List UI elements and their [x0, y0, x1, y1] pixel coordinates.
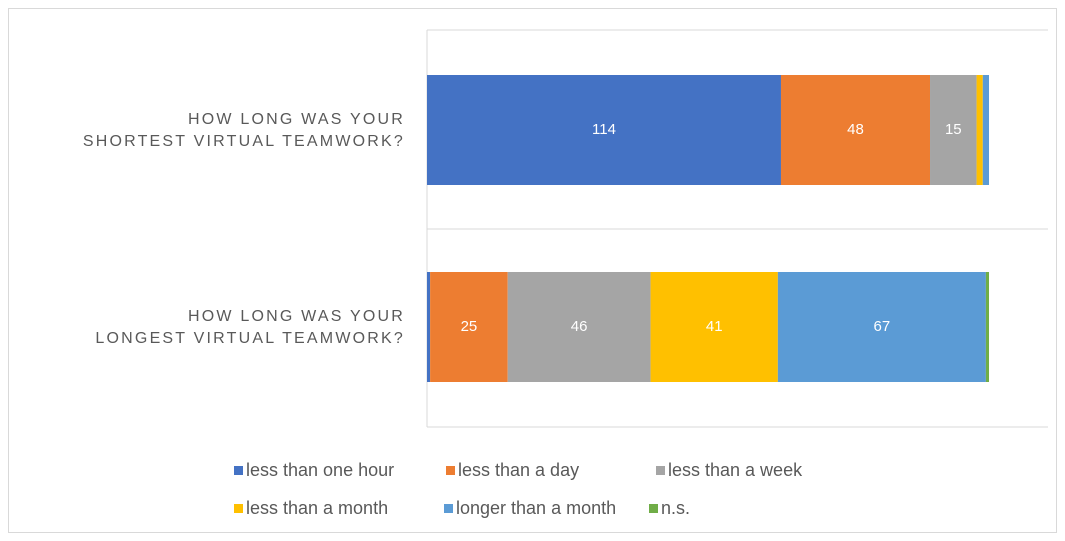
data-label: 46: [571, 318, 588, 335]
legend-label: less than a month: [246, 498, 388, 518]
data-label: 48: [847, 121, 864, 138]
category-label: HOW LONG WAS YOUR: [188, 111, 405, 128]
legend-swatch: [234, 466, 243, 475]
legend-label: less than one hour: [246, 460, 394, 480]
category-label: LONGEST VIRTUAL TEAMWORK?: [95, 330, 405, 347]
data-label: 41: [706, 318, 723, 335]
data-label: 67: [874, 318, 891, 335]
legend-label: less than a week: [668, 460, 803, 480]
legend-swatch: [446, 466, 455, 475]
legend-swatch: [656, 466, 665, 475]
data-label: 114: [592, 121, 616, 138]
category-label: HOW LONG WAS YOUR: [188, 308, 405, 325]
bar-segment: [985, 272, 990, 382]
legend-label: n.s.: [661, 498, 690, 518]
legend-swatch: [649, 504, 658, 513]
legend-label: less than a day: [458, 460, 579, 480]
bar-segment: [780, 75, 931, 185]
data-label: 15: [945, 121, 962, 138]
category-label: SHORTEST VIRTUAL TEAMWORK?: [83, 133, 405, 150]
bar-segment: [930, 75, 977, 185]
bar-segment: [982, 75, 990, 185]
bar-segment: [427, 75, 781, 185]
legend-swatch: [444, 504, 453, 513]
bar-segment: [976, 75, 983, 185]
bar-segment: [427, 272, 431, 382]
data-label: 25: [461, 318, 478, 335]
bar-segment: [430, 272, 508, 382]
legend-label: longer than a month: [456, 498, 616, 518]
bar-segment: [650, 272, 778, 382]
bar-segment: [777, 272, 986, 382]
bar-segment: [507, 272, 651, 382]
legend-swatch: [234, 504, 243, 513]
